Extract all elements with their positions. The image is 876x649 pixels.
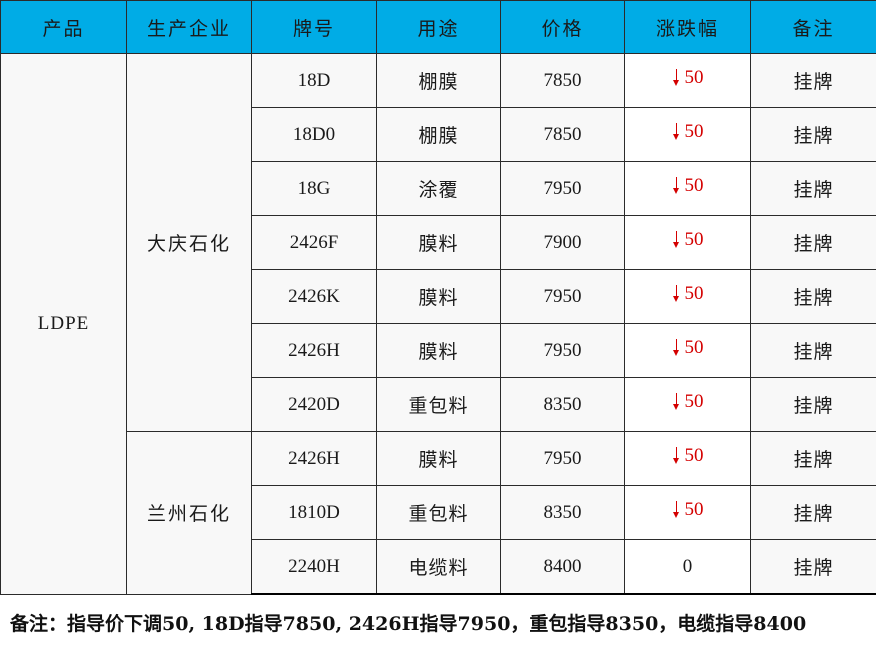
cell-grade: 2426K xyxy=(252,270,377,324)
cell-grade: 2240H xyxy=(252,540,377,595)
cell-use: 膜料 xyxy=(377,270,501,324)
cell-change: 50 xyxy=(625,324,751,378)
cell-use: 膜料 xyxy=(377,432,501,486)
change-value: 0 xyxy=(683,557,693,576)
cell-use: 棚膜 xyxy=(377,108,501,162)
arrow-down-icon xyxy=(672,177,681,195)
arrow-down-icon xyxy=(672,447,681,465)
change-value-wrap: 50 xyxy=(672,446,704,465)
cell-price: 8400 xyxy=(501,540,625,595)
cell-change: 50 xyxy=(625,108,751,162)
cell-change: 50 xyxy=(625,270,751,324)
change-value: 50 xyxy=(685,68,704,87)
cell-grade: 2426H xyxy=(252,324,377,378)
cell-use: 膜料 xyxy=(377,324,501,378)
cell-remark: 挂牌 xyxy=(751,540,876,595)
cell-price: 7950 xyxy=(501,324,625,378)
change-value: 50 xyxy=(685,446,704,465)
column-header-grade: 牌号 xyxy=(252,1,377,54)
cell-change: 50 xyxy=(625,378,751,432)
cell-grade: 2426H xyxy=(252,432,377,486)
cell-use: 重包料 xyxy=(377,486,501,540)
cell-change: 0 xyxy=(625,540,751,595)
change-value: 50 xyxy=(685,392,704,411)
cell-remark: 挂牌 xyxy=(751,108,876,162)
change-value-wrap: 50 xyxy=(672,122,704,141)
cell-use: 棚膜 xyxy=(377,54,501,108)
cell-grade: 2426F xyxy=(252,216,377,270)
cell-use: 膜料 xyxy=(377,216,501,270)
change-value-wrap: 50 xyxy=(672,176,704,195)
cell-company: 大庆石化 xyxy=(127,54,252,432)
cell-company: 兰州石化 xyxy=(127,432,252,595)
table-header: 产品 生产企业 牌号 用途 价格 涨跌幅 备注 xyxy=(1,1,876,54)
change-value: 50 xyxy=(685,230,704,249)
footer-note: 备注：指导价下调50, 18D指导7850, 2426H指导7950，重包指导8… xyxy=(0,595,876,649)
change-value-wrap: 50 xyxy=(672,68,704,87)
arrow-down-icon xyxy=(672,123,681,141)
cell-remark: 挂牌 xyxy=(751,486,876,540)
column-header-use: 用途 xyxy=(377,1,501,54)
change-value-wrap: 50 xyxy=(672,284,704,303)
cell-grade: 18G xyxy=(252,162,377,216)
change-value: 50 xyxy=(685,122,704,141)
table-header-row: 产品 生产企业 牌号 用途 价格 涨跌幅 备注 xyxy=(1,1,876,54)
cell-remark: 挂牌 xyxy=(751,378,876,432)
column-header-price: 价格 xyxy=(501,1,625,54)
cell-remark: 挂牌 xyxy=(751,162,876,216)
cell-change: 50 xyxy=(625,432,751,486)
column-header-change: 涨跌幅 xyxy=(625,1,751,54)
cell-remark: 挂牌 xyxy=(751,432,876,486)
cell-use: 重包料 xyxy=(377,378,501,432)
cell-grade: 18D xyxy=(252,54,377,108)
cell-grade: 18D0 xyxy=(252,108,377,162)
cell-price: 7900 xyxy=(501,216,625,270)
arrow-down-icon xyxy=(672,393,681,411)
cell-price: 7950 xyxy=(501,270,625,324)
change-value: 50 xyxy=(685,284,704,303)
arrow-down-icon xyxy=(672,285,681,303)
cell-remark: 挂牌 xyxy=(751,324,876,378)
change-value: 50 xyxy=(685,500,704,519)
cell-change: 50 xyxy=(625,162,751,216)
cell-remark: 挂牌 xyxy=(751,216,876,270)
cell-price: 7950 xyxy=(501,432,625,486)
cell-grade: 1810D xyxy=(252,486,377,540)
arrow-down-icon xyxy=(672,501,681,519)
arrow-down-icon xyxy=(672,339,681,357)
cell-change: 50 xyxy=(625,486,751,540)
arrow-down-icon xyxy=(672,231,681,249)
change-value: 50 xyxy=(685,338,704,357)
change-value-wrap: 50 xyxy=(672,392,704,411)
arrow-down-icon xyxy=(672,69,681,87)
cell-grade: 2420D xyxy=(252,378,377,432)
cell-change: 50 xyxy=(625,216,751,270)
column-header-product: 产品 xyxy=(1,1,127,54)
cell-use: 涂覆 xyxy=(377,162,501,216)
change-value-wrap: 50 xyxy=(672,338,704,357)
cell-use: 电缆料 xyxy=(377,540,501,595)
cell-price: 8350 xyxy=(501,486,625,540)
column-header-company: 生产企业 xyxy=(127,1,252,54)
cell-product: LDPE xyxy=(1,54,127,595)
cell-change: 50 xyxy=(625,54,751,108)
change-value-wrap: 0 xyxy=(683,557,693,576)
cell-remark: 挂牌 xyxy=(751,54,876,108)
column-header-remark: 备注 xyxy=(751,1,876,54)
cell-price: 7850 xyxy=(501,54,625,108)
cell-price: 8350 xyxy=(501,378,625,432)
change-value: 50 xyxy=(685,176,704,195)
cell-price: 7950 xyxy=(501,162,625,216)
cell-remark: 挂牌 xyxy=(751,270,876,324)
change-value-wrap: 50 xyxy=(672,500,704,519)
change-value-wrap: 50 xyxy=(672,230,704,249)
cell-price: 7850 xyxy=(501,108,625,162)
